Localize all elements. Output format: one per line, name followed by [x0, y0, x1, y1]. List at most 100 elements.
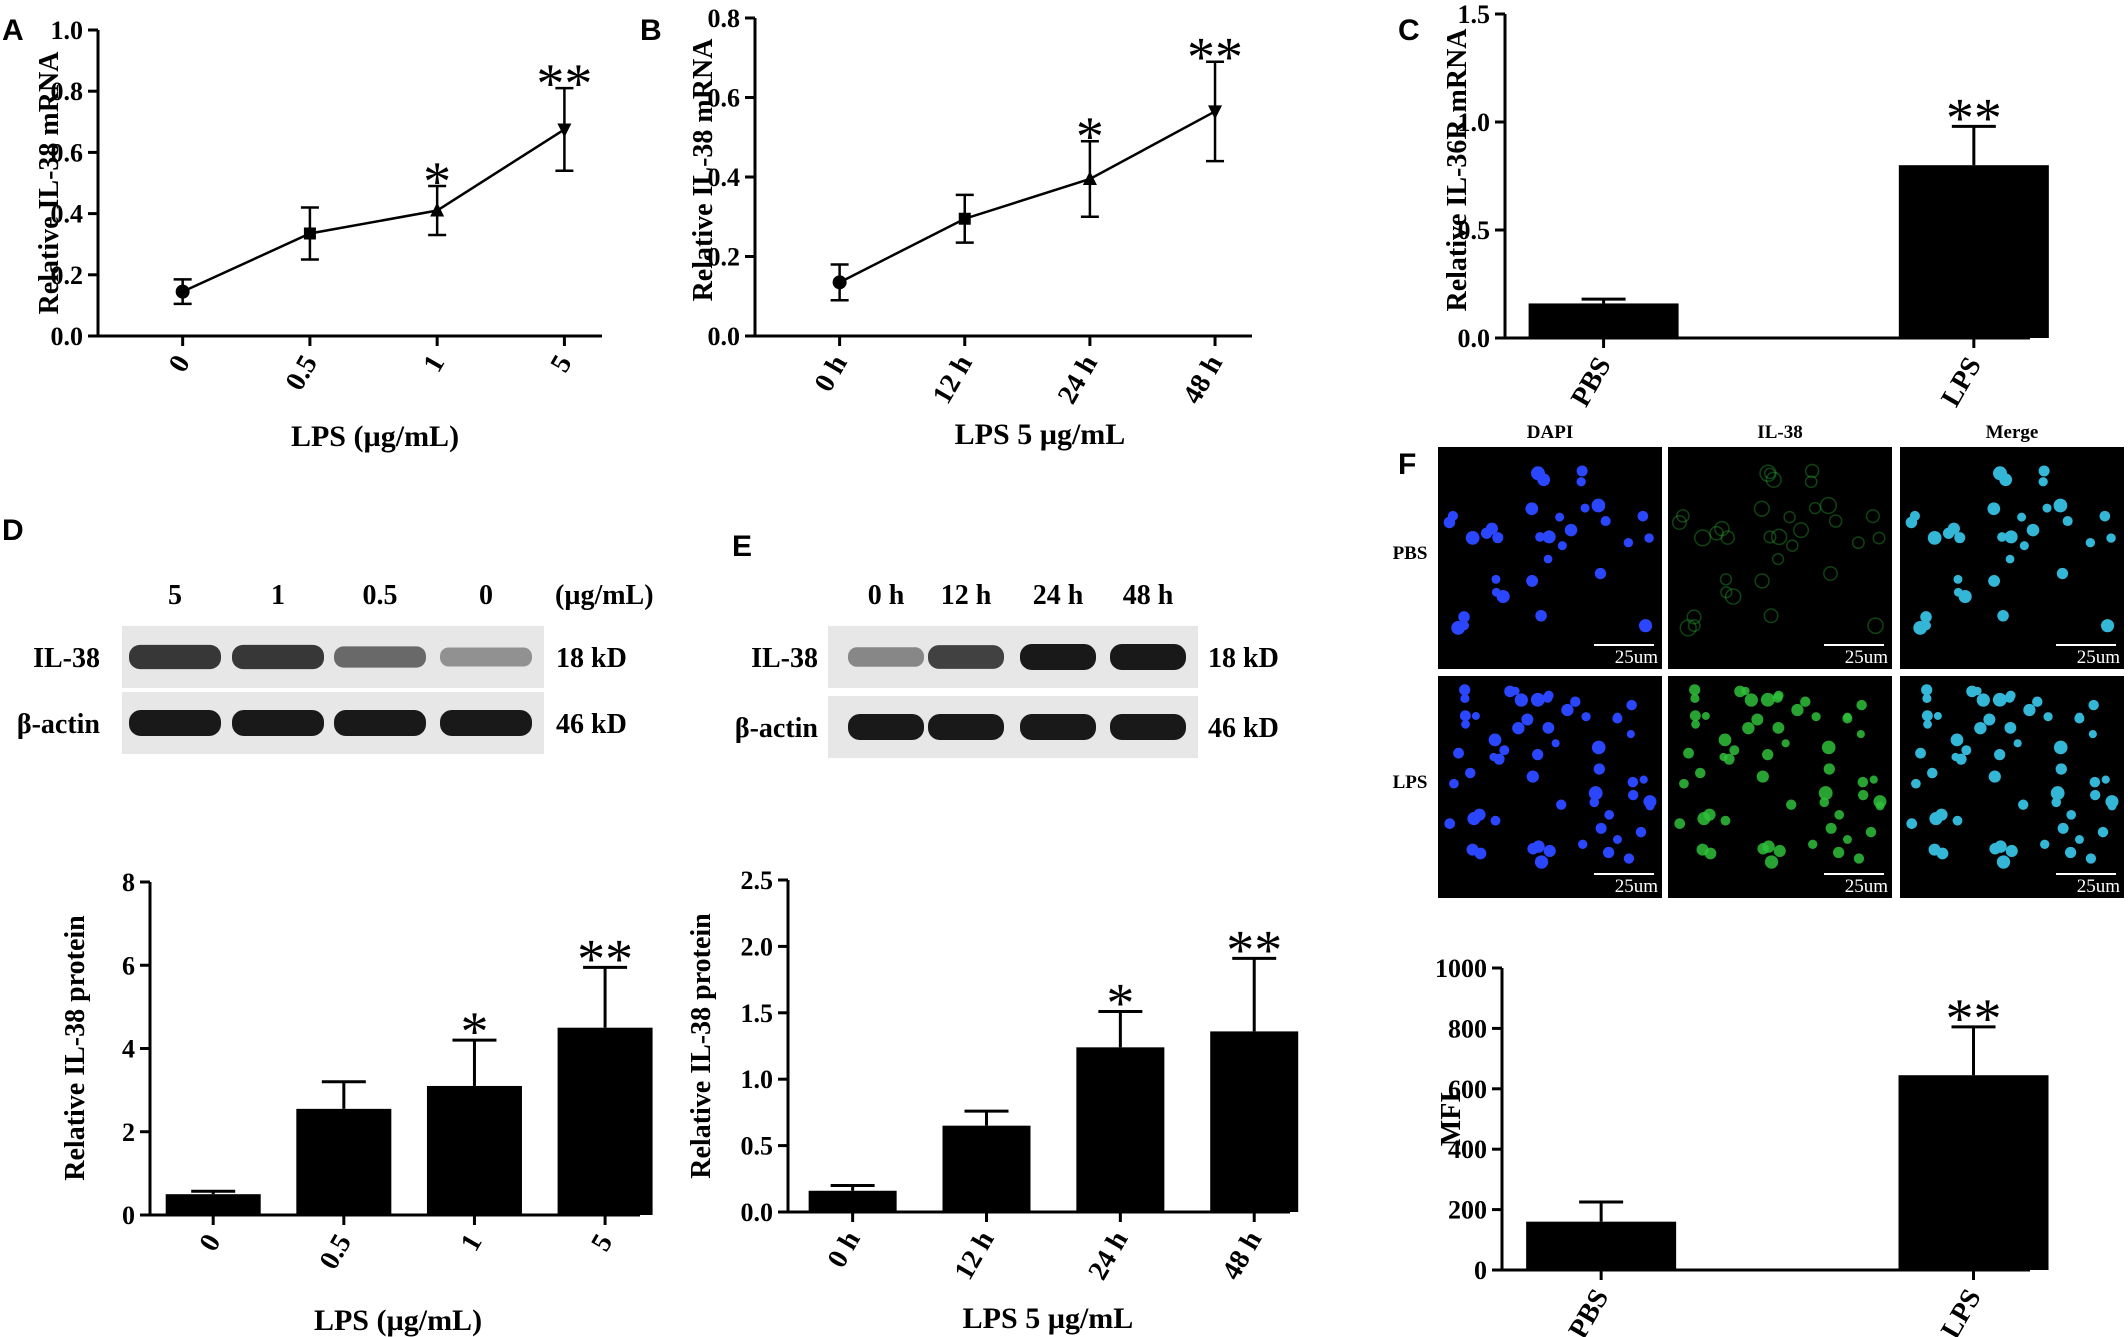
cell	[1988, 770, 2001, 783]
bar	[165, 1194, 261, 1215]
cell	[1526, 770, 1539, 783]
cell	[1593, 763, 1605, 775]
cell	[1588, 786, 1603, 800]
y-tick-label: 1.5	[741, 999, 774, 1028]
blot-band	[129, 710, 221, 736]
x-tick-label: PBS	[1563, 1284, 1616, 1337]
x-tick-label: 48 h	[1177, 350, 1229, 410]
cell	[1741, 686, 1750, 696]
significance-marker: **	[536, 53, 592, 115]
cell	[1754, 573, 1770, 589]
bar	[296, 1108, 392, 1215]
cell	[2023, 703, 2036, 717]
microscopy-grid: DAPI IL-38 Merge PBS LPS 25um 25um 25um 25um 25um…	[1393, 422, 2124, 898]
blot-band	[1020, 644, 1096, 670]
cell	[1537, 473, 1551, 487]
cell	[1857, 789, 1869, 801]
cell	[1679, 619, 1697, 637]
cell	[1825, 822, 1837, 834]
cell	[1808, 501, 1822, 515]
panel-label-E: E	[732, 530, 752, 563]
cell	[1819, 797, 1830, 808]
cell	[1933, 711, 1942, 720]
scale-bar-label: 25um	[1615, 647, 1659, 668]
cell	[1997, 532, 2007, 542]
blot-band	[334, 710, 426, 736]
cell	[1929, 812, 1943, 826]
cell	[1759, 464, 1777, 482]
western-blot-e: 0 h 12 h 24 h 48 h IL-38 18 kD β-actin 46 kD	[735, 580, 1279, 758]
cell	[1714, 520, 1730, 537]
y-tick-label: 1.5	[1458, 0, 1491, 29]
cell	[1604, 809, 1615, 820]
cell	[1961, 745, 1972, 756]
cell	[1687, 619, 1701, 633]
data-point	[1208, 105, 1223, 120]
cell	[2051, 797, 2062, 808]
x-tick-label: 12 h	[927, 350, 979, 410]
cell	[1444, 818, 1456, 829]
blot-band	[848, 647, 924, 667]
x-tick-label: 0 h	[809, 350, 854, 398]
cell	[1491, 574, 1501, 584]
cell	[1626, 730, 1635, 739]
x-axis-label: LPS (µg/mL)	[314, 1304, 482, 1337]
cell	[1671, 514, 1687, 530]
cell	[2089, 776, 2101, 788]
cell	[1921, 684, 1933, 696]
cell	[1783, 510, 1796, 524]
cell	[1542, 692, 1553, 703]
x-tick-label: LPS	[1935, 1284, 1988, 1337]
cell	[1936, 847, 1949, 860]
cell	[1459, 684, 1471, 696]
y-tick-label: 0	[1474, 1256, 1487, 1285]
cell	[1645, 801, 1655, 811]
cell	[1729, 745, 1740, 756]
x-axis-label: LPS (µg/mL)	[291, 420, 459, 453]
data-point	[557, 123, 572, 138]
cell	[1994, 749, 2006, 761]
cell	[2019, 541, 2029, 551]
cell	[2004, 530, 2018, 544]
cell	[1856, 699, 1867, 711]
y-tick-label: 1.0	[741, 1065, 774, 1094]
microscopy-row-label: PBS	[1393, 543, 1428, 564]
western-blot-d: 5 1 0.5 0 (µg/mL) IL-38 18 kD β-actin 46 kD	[17, 580, 654, 754]
y-tick-label: 2.5	[741, 866, 774, 895]
cell	[1791, 703, 1804, 717]
cell	[1771, 552, 1785, 566]
cell	[1589, 797, 1600, 808]
cell	[1580, 503, 1590, 513]
cell	[2074, 713, 2085, 724]
x-axis-label: LPS 5 µg/mL	[955, 418, 1126, 451]
cell	[1492, 532, 1504, 544]
significance-marker: *	[423, 151, 451, 213]
cell	[1842, 713, 1853, 724]
panel-label-F: F	[1398, 448, 1416, 481]
cell	[1922, 693, 1932, 704]
x-tick-label: 0	[193, 1229, 227, 1257]
bar	[426, 1085, 522, 1215]
y-tick-label: 0.2	[708, 243, 741, 272]
cell	[1465, 530, 1480, 545]
bar	[1526, 1221, 1677, 1270]
y-axis-label: Relative IL-38 mRNA	[688, 38, 719, 302]
cell	[1449, 778, 1459, 789]
blot-size-label: 18 kD	[1208, 643, 1279, 674]
bar	[1076, 1047, 1165, 1212]
cell	[1489, 752, 1498, 762]
blot-row-label: IL-38	[33, 643, 100, 674]
chart-b-relative-il38-mrna-time: 0.0 0.2 0.4 0.6 0.8 Relative IL-38 mRNA LPS 5 …	[688, 4, 1252, 451]
cell	[2053, 740, 2068, 755]
cell	[1973, 686, 1982, 696]
data-point	[958, 212, 971, 225]
cell	[1532, 749, 1544, 761]
cell	[2056, 567, 2069, 580]
cell	[2018, 799, 2029, 810]
cell	[1689, 710, 1701, 722]
y-tick-label: 1.0	[1458, 108, 1491, 137]
data-point	[430, 202, 445, 217]
cell	[1555, 512, 1565, 522]
cell	[1525, 502, 1539, 516]
microscopy-panel	[1668, 676, 1892, 898]
